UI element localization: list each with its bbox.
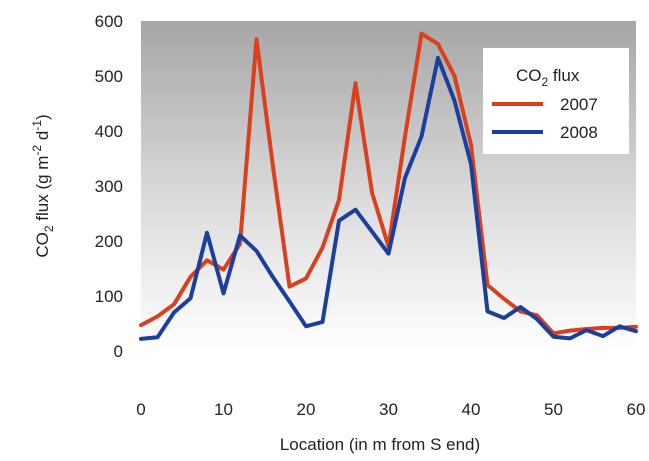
x-tick-label: 10 (214, 400, 233, 419)
x-tick-label: 0 (136, 400, 145, 419)
y-tick-label: 100 (95, 287, 123, 306)
y-tick-label: 600 (95, 12, 123, 31)
y-tick-label: 500 (95, 67, 123, 86)
x-tick-label: 40 (462, 400, 481, 419)
x-tick-label: 50 (544, 400, 563, 419)
legend: CO2 flux 2007 2008 (483, 48, 629, 154)
x-tick-label: 30 (379, 400, 398, 419)
series-line-2008 (139, 55, 638, 341)
y-tick-label: 200 (95, 232, 123, 251)
y-tick-label: 300 (95, 177, 123, 196)
legend-label-2008: 2008 (560, 123, 598, 142)
legend-title: CO2 flux (516, 66, 580, 89)
x-tick-label: 60 (627, 400, 646, 419)
legend-label-2007: 2007 (560, 95, 598, 114)
legend-box (483, 48, 629, 154)
y-tick-label: 400 (95, 122, 123, 141)
y-tick-label: 0 (114, 342, 123, 361)
y-axis-title: CO2 flux (g m-2 d-1) (30, 114, 56, 257)
y-axis: 0 100 200 300 400 500 600 (95, 12, 123, 361)
series-layer (139, 31, 638, 341)
x-axis: 0 10 20 30 40 50 60 (136, 346, 645, 419)
x-axis-title: Location (in m from S end) (280, 435, 480, 454)
x-tick-label: 20 (297, 400, 316, 419)
